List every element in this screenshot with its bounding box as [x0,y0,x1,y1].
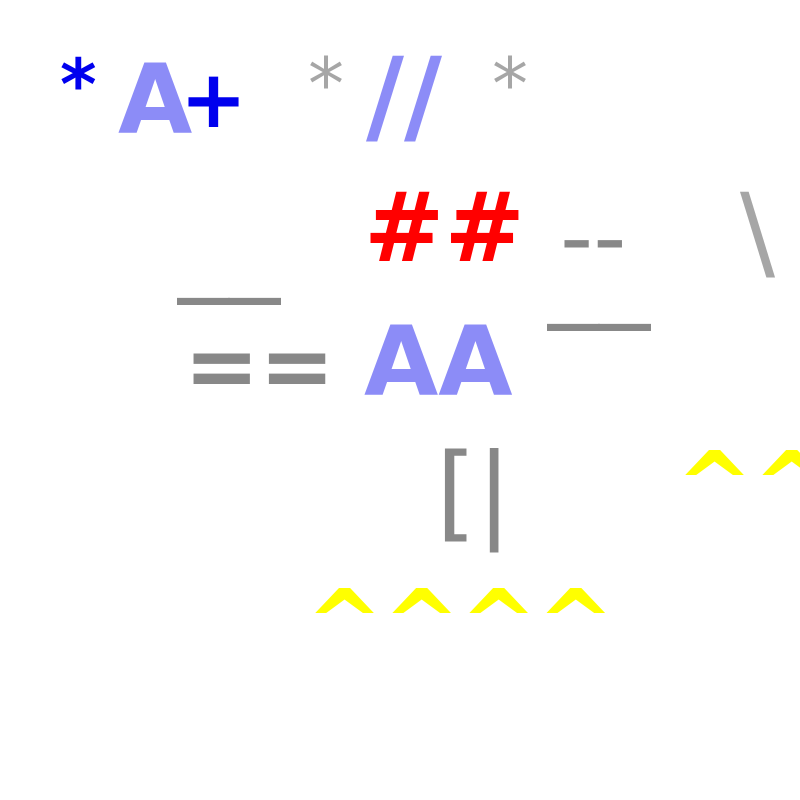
letter-aa-lavender: AA [364,306,513,418]
backslash-gray: \ [740,171,776,293]
asterisk-gray-left: * [308,42,344,126]
letter-a-lavender: A [118,44,193,156]
bracket-bar-gray: [| [436,431,512,553]
caret-quad-yellow: ^^^^ [306,570,615,677]
hash-pair-red: ## [364,172,525,284]
dash-pair: -- [560,184,627,291]
asterisk-blue: * [60,44,97,126]
caret-pair-yellow: ^^ [676,432,800,539]
double-slash-lavender: // [366,35,442,157]
asterisk-gray-right: * [492,42,528,126]
underscore-pair-left: __ [178,187,280,306]
plus-blue: + [180,53,248,146]
underscore-pair-right: __ [548,213,650,332]
equals-pair: == [184,314,335,419]
